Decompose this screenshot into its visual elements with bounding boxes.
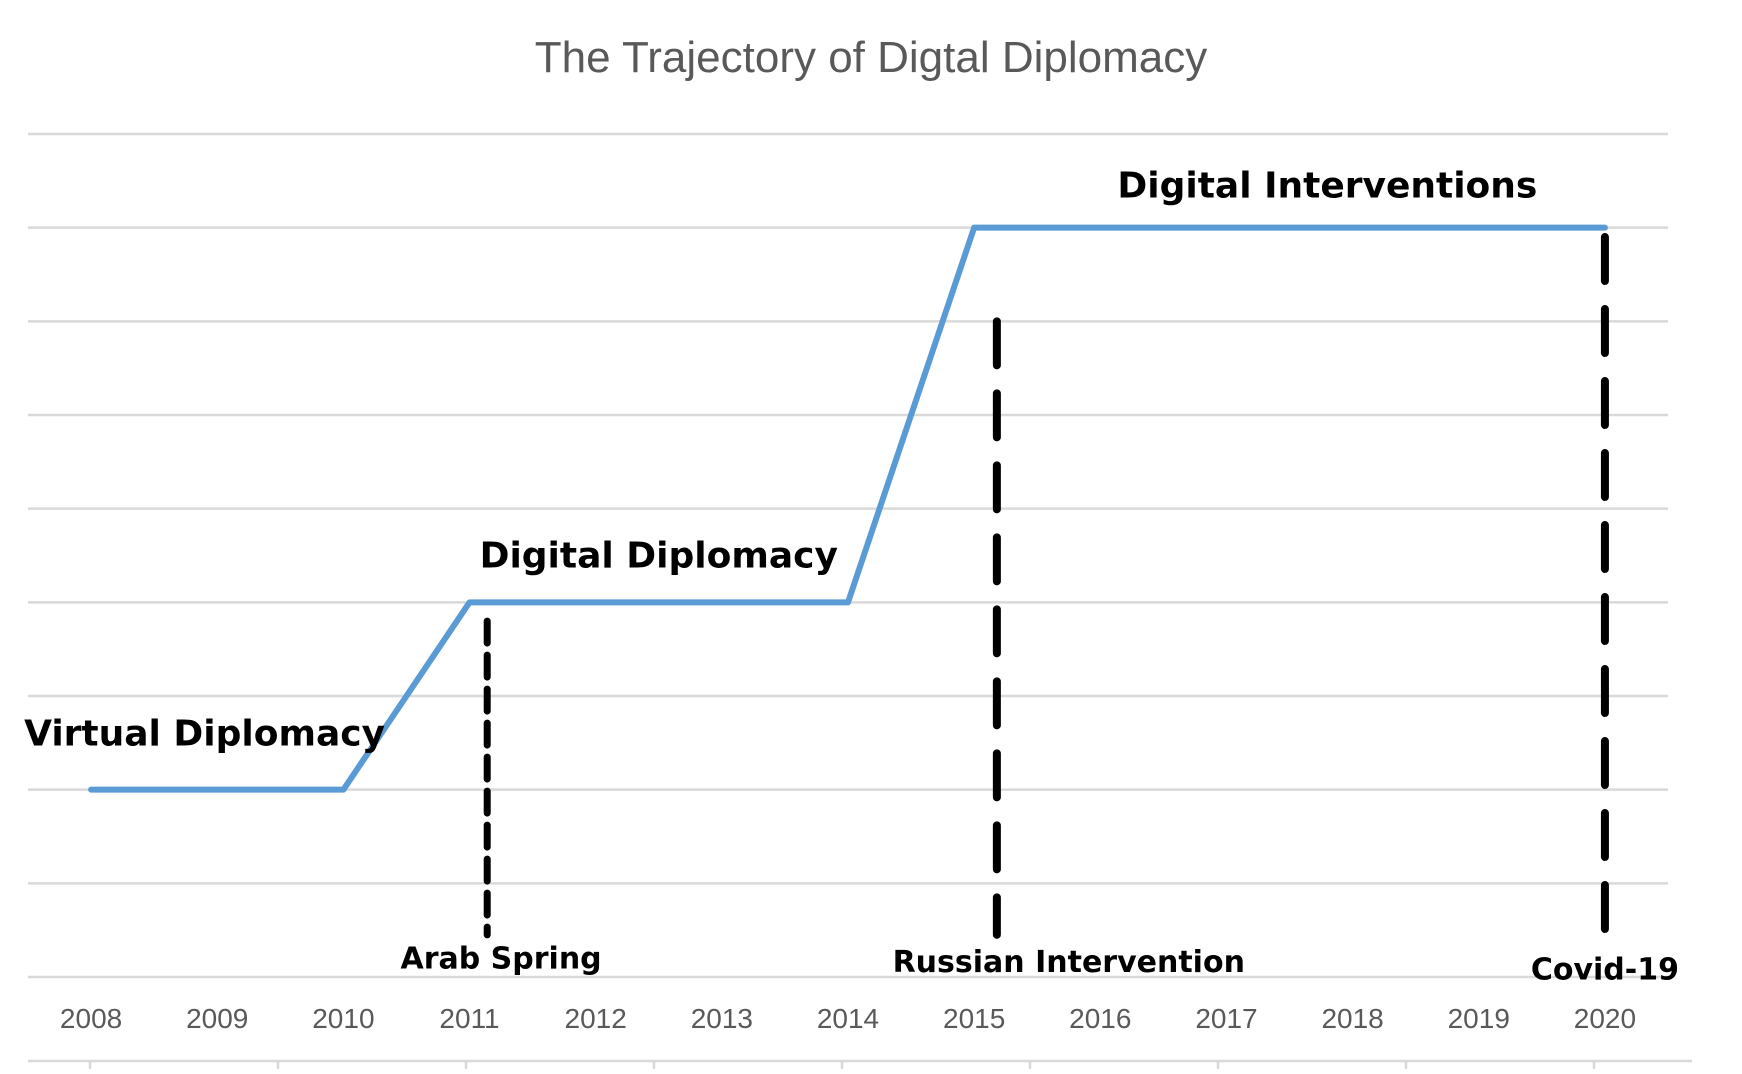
x-tick-label: 2018	[1321, 1003, 1383, 1034]
x-tick-label: 2009	[186, 1003, 248, 1034]
phase-label: Digital Diplomacy	[480, 536, 838, 577]
x-tick-label: 2016	[1069, 1003, 1131, 1034]
annotations: Virtual Diplomacy Digital Diplomacy Digita…	[24, 166, 1537, 755]
x-tick-label: 2012	[565, 1003, 627, 1034]
series-layer	[88, 224, 1608, 793]
event-markers: Arab Spring Russian Intervention Covid-19	[400, 233, 1679, 988]
x-tick-label: 2008	[60, 1003, 122, 1034]
x-tick-label: 2013	[691, 1003, 753, 1034]
phase-label: Digital Interventions	[1117, 166, 1537, 207]
series-line	[88, 224, 1608, 793]
x-tick-label: 2011	[439, 1003, 499, 1034]
x-tick-label: 2020	[1574, 1003, 1636, 1034]
chart-title: The Trajectory of Digtal Diplomacy	[535, 33, 1207, 82]
x-tick-label: 2014	[817, 1003, 879, 1034]
x-axis: 2008 2009 2010 2011 2012 2013 2014 2015 2016 2017…	[28, 1003, 1692, 1069]
phase-label: Virtual Diplomacy	[24, 713, 385, 754]
x-tick-label: 2019	[1448, 1003, 1510, 1034]
event-label: Russian Intervention	[893, 945, 1245, 980]
x-tick-label: 2017	[1195, 1003, 1257, 1034]
x-tick-label: 2010	[312, 1003, 374, 1034]
event-label: Covid-19	[1531, 953, 1679, 988]
x-tick-label: 2015	[943, 1003, 1005, 1034]
event-label: Arab Spring	[400, 941, 601, 976]
